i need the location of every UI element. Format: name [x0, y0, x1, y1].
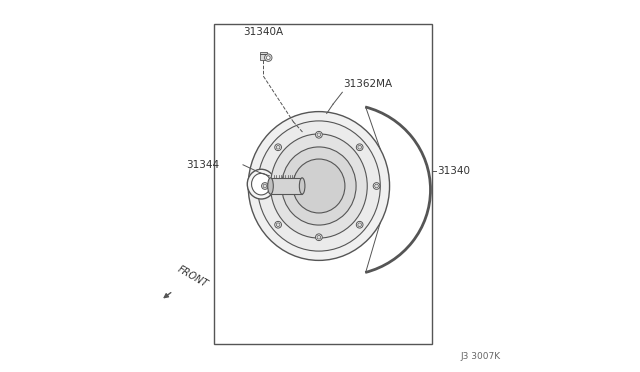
Ellipse shape [316, 234, 322, 241]
Ellipse shape [358, 145, 362, 149]
Ellipse shape [282, 147, 356, 225]
Ellipse shape [275, 144, 282, 151]
Ellipse shape [374, 184, 378, 188]
Ellipse shape [263, 184, 267, 188]
Ellipse shape [257, 121, 380, 251]
Bar [214, 24, 431, 344]
Ellipse shape [262, 183, 268, 189]
Ellipse shape [356, 144, 363, 151]
Ellipse shape [248, 112, 390, 260]
Circle shape [266, 56, 270, 60]
Ellipse shape [373, 183, 380, 189]
Ellipse shape [276, 223, 280, 227]
Text: 31340: 31340 [437, 166, 470, 176]
Ellipse shape [316, 131, 322, 138]
Ellipse shape [356, 221, 363, 228]
Ellipse shape [276, 145, 280, 149]
Bar [271, 178, 302, 194]
Ellipse shape [275, 221, 282, 228]
Text: 31362MA: 31362MA [344, 78, 392, 89]
Ellipse shape [317, 235, 321, 239]
Text: 31340A: 31340A [243, 27, 284, 37]
Ellipse shape [247, 169, 275, 199]
Ellipse shape [268, 178, 273, 194]
Bar [260, 52, 267, 60]
Text: J3 3007K: J3 3007K [460, 352, 500, 361]
Ellipse shape [358, 223, 362, 227]
Text: FRONT: FRONT [176, 264, 210, 290]
Text: 31344: 31344 [186, 160, 220, 170]
Ellipse shape [252, 173, 271, 195]
Ellipse shape [317, 133, 321, 137]
Ellipse shape [271, 134, 367, 238]
Ellipse shape [300, 178, 305, 194]
Ellipse shape [293, 159, 345, 213]
Circle shape [264, 54, 272, 61]
